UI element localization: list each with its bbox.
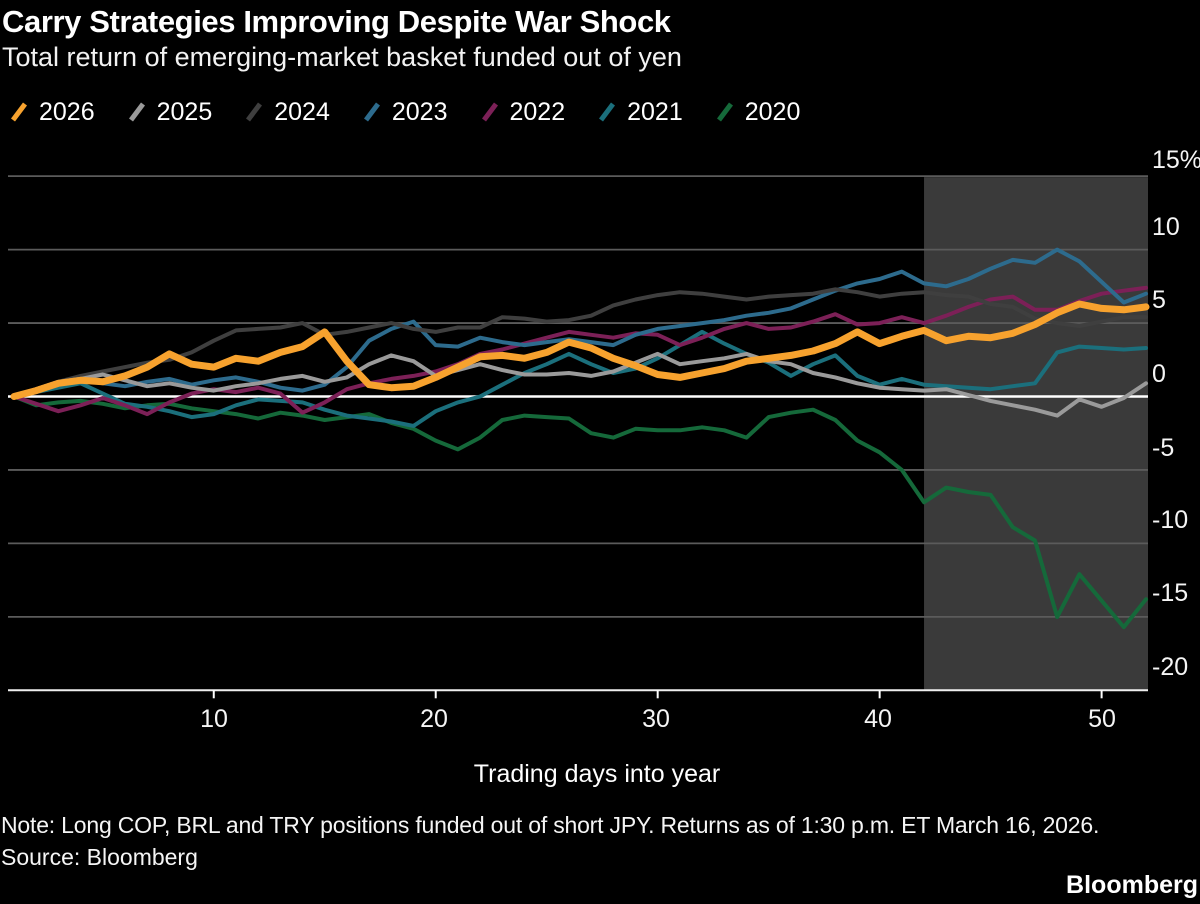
series-line-2026 [10,300,1150,400]
legend-swatch-icon [599,102,616,122]
source-text: Source: Bloomberg [1,844,198,870]
legend-swatch-icon [481,102,498,122]
y-tick-label-neg15: -15 [1152,579,1189,607]
x-axis-title: Trading days into year [473,760,721,788]
legend-swatch-icon [716,102,733,122]
legend-label: 2020 [744,97,801,126]
legend-item-2025: 2025 [126,97,213,127]
series-line-2025 [12,351,1148,418]
legend-item-2026: 2026 [8,98,95,127]
footnote-text: Note: Long COP, BRL and TRY positions fu… [1,812,1100,838]
legend-label: 2024 [274,97,330,126]
x-tick-label-30: 30 [642,705,670,733]
y-tick-label-0: 0 [1152,360,1166,388]
series-line-2021 [12,329,1148,428]
legend-swatch-icon [128,102,145,122]
series-line-2023 [12,247,1148,399]
legend-item-2022: 2022 [479,97,566,127]
x-tick-label-10: 10 [200,705,228,733]
series-line-2020 [12,394,1148,630]
legend-label: 2022 [509,97,566,126]
legend-swatch-icon [363,102,380,122]
y-tick-label-15pct: 15% [1152,146,1200,174]
y-tick-label-10: 10 [1152,213,1180,241]
legend-label: 2025 [156,97,213,126]
legend-item-2021: 2021 [596,98,683,127]
legend-item-2024: 2024 [243,98,330,127]
legend-swatch-icon [246,102,263,122]
legend-item-2020: 2020 [714,97,801,127]
x-tick-label-20: 20 [420,705,448,733]
y-tick-label-neg5: -5 [1152,434,1175,462]
page-title: Carry Strategies Improving Despite War S… [2,4,671,39]
y-tick-label-neg20: -20 [1152,653,1189,681]
bloomberg-logo: Bloomberg [1066,871,1198,899]
y-tick-label-neg10: -10 [1152,506,1189,534]
legend-label: 2021 [627,97,683,126]
series-line-2024 [12,287,1148,399]
legend-swatch-icon [11,102,27,122]
page-subtitle: Total return of emerging-market basket f… [2,42,682,72]
legend-label: 2026 [39,97,95,126]
x-tick-label-50: 50 [1088,705,1116,733]
y-tick-label-5: 5 [1152,286,1166,314]
legend-label: 2023 [391,97,448,126]
legend-item-2023: 2023 [361,98,448,127]
series-line-2022 [12,285,1148,417]
x-tick-label-40: 40 [864,705,892,733]
chart-legend: 2026 2025 2024 2023 2022 2021 2020 [8,97,800,127]
